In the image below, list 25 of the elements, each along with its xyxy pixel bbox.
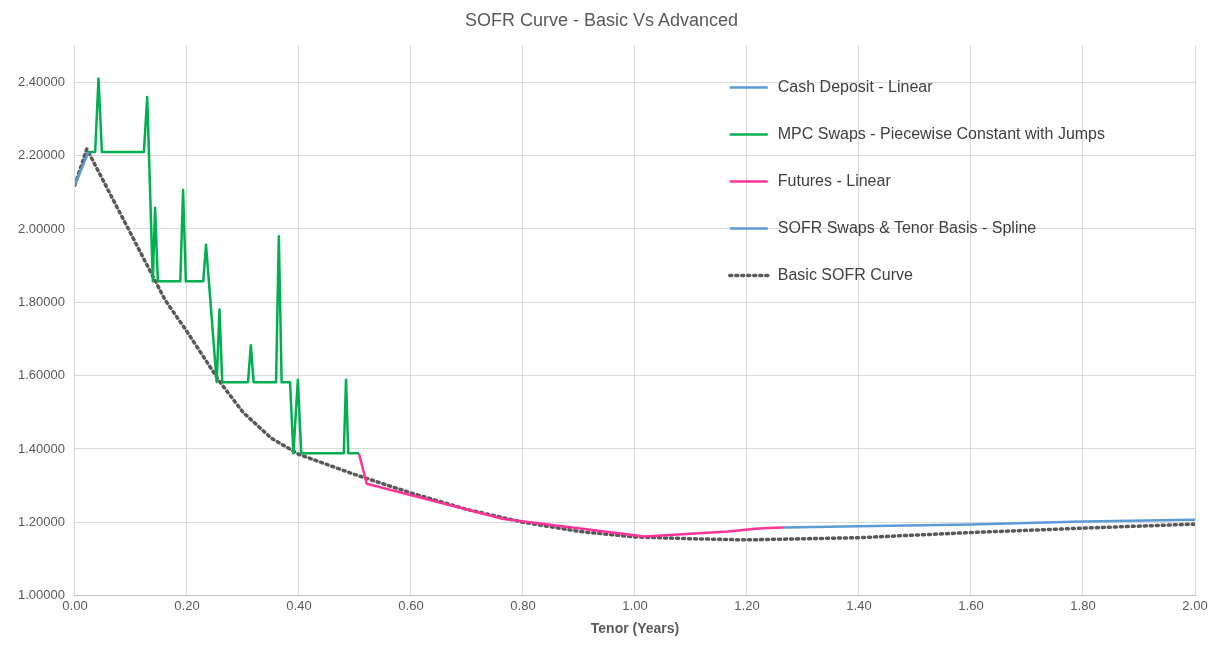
x-axis-title: Tenor (Years): [590, 620, 680, 637]
x-tick-label: 0.60: [398, 597, 424, 613]
line-series: [74, 147, 1195, 542]
chart-title: SOFR Curve - Basic Vs Advanced: [464, 9, 739, 30]
legend-label: MPC Swaps - Piecewise Constant with Jumps: [777, 125, 1106, 143]
y-tick-label: 2.20000: [17, 147, 65, 163]
x-tick-label: 1.60: [958, 597, 984, 613]
y-tick-label: 2.40000: [17, 73, 65, 89]
x-tick-label: 0.40: [286, 597, 312, 613]
y-tick-label: 1.20000: [17, 513, 65, 529]
y-tick-label: 1.60000: [17, 367, 65, 383]
legend-label: Futures - Linear: [777, 172, 892, 190]
x-tick-label: 1.40: [846, 597, 872, 613]
x-tick-label: 0.80: [510, 597, 536, 613]
legend-label: Cash Deposit - Linear: [777, 78, 934, 96]
x-tick-label: 2.00: [1182, 597, 1208, 613]
y-tick-label: 2.00000: [17, 220, 65, 236]
y-tick-label: 1.40000: [17, 440, 65, 456]
legend-label: SOFR Swaps & Tenor Basis - Spline: [777, 219, 1037, 237]
x-tick-label: 1.20: [734, 597, 760, 613]
x-tick-label: 1.80: [1070, 597, 1096, 613]
x-tick-label: 0.20: [174, 597, 200, 613]
x-tick-label: 1.00: [622, 597, 648, 613]
legend-label: Basic SOFR Curve: [777, 266, 914, 284]
y-tick-label: 1.80000: [17, 293, 65, 309]
